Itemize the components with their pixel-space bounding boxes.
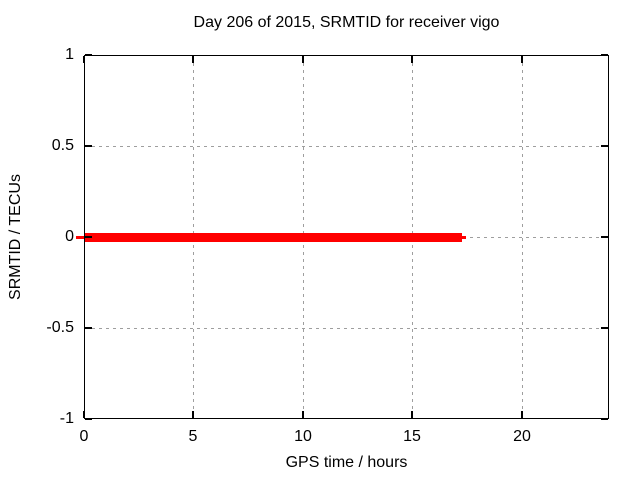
x-axis-label: GPS time / hours <box>285 454 408 471</box>
y-tick-right <box>601 327 608 329</box>
chart-title: Day 206 of 2015, SRMTID for receiver vig… <box>193 14 500 31</box>
y-tick-right <box>601 54 608 56</box>
y-tick-label: 1 <box>65 46 74 63</box>
y-tick-left <box>85 418 92 420</box>
x-tick-bottom <box>521 411 523 418</box>
y-tick-left <box>85 145 92 147</box>
x-tick-label: 5 <box>188 428 198 445</box>
x-tick-top <box>521 56 523 63</box>
x-tick-bottom <box>192 411 194 418</box>
x-tick-label: 10 <box>294 428 312 445</box>
y-tick-label: -0.5 <box>46 319 74 336</box>
x-tick-label: 0 <box>79 428 89 445</box>
y-tick-left <box>85 236 92 238</box>
gridline-horizontal <box>85 146 608 147</box>
y-tick-left <box>85 54 92 56</box>
y-tick-label: -1 <box>59 410 74 427</box>
gridline-horizontal <box>85 328 608 329</box>
x-tick-top <box>83 56 85 63</box>
y-tick-right <box>601 145 608 147</box>
y-tick-right <box>601 418 608 420</box>
x-tick-bottom <box>302 411 304 418</box>
x-tick-bottom <box>411 411 413 418</box>
y-tick-right <box>601 236 608 238</box>
x-tick-top <box>411 56 413 63</box>
x-tick-label: 20 <box>513 428 531 445</box>
x-tick-label: 15 <box>403 428 421 445</box>
y-tick-label: 0.5 <box>51 137 74 154</box>
y-tick-left <box>85 327 92 329</box>
plot-border <box>84 55 609 419</box>
x-tick-bottom <box>83 411 85 418</box>
x-tick-top <box>192 56 194 63</box>
x-tick-top <box>302 56 304 63</box>
y-tick-label: 0 <box>65 228 74 245</box>
data-line <box>84 233 462 242</box>
